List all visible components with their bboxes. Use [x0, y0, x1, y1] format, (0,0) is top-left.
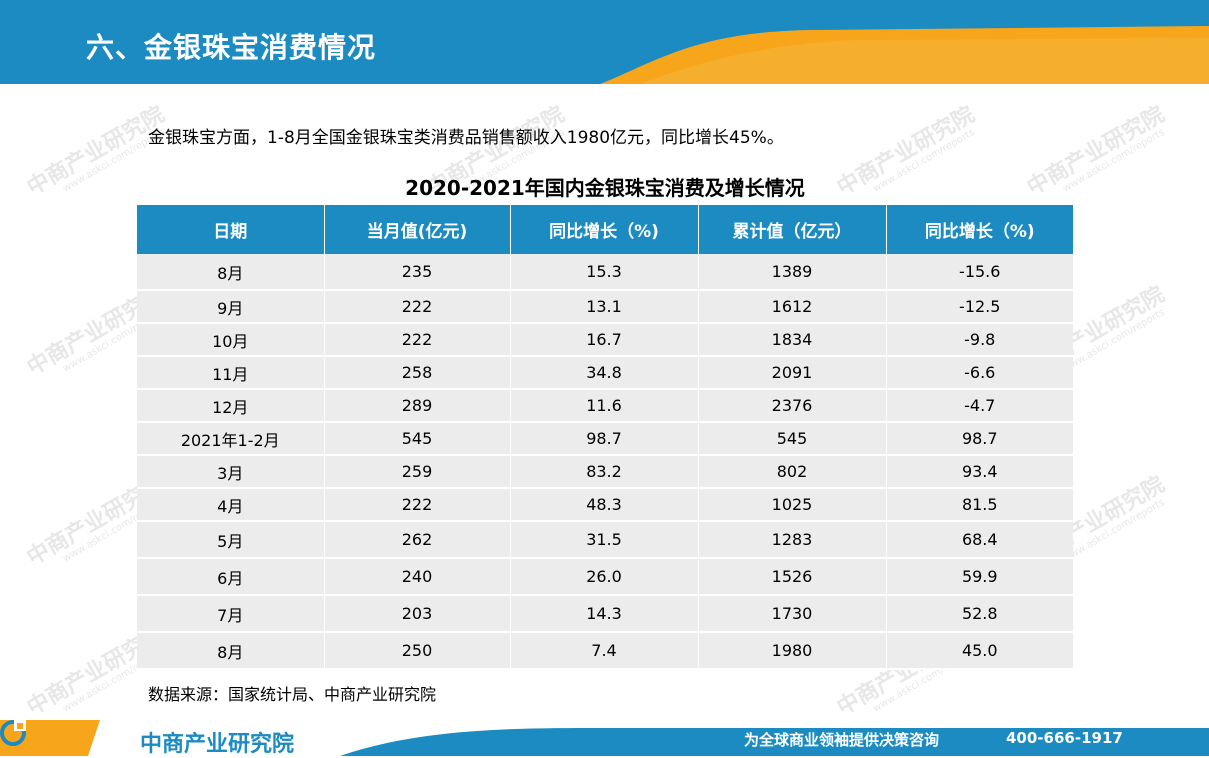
cell-cumulative-growth: 68.4	[886, 521, 1073, 559]
cell-cumulative-value: 1834	[698, 323, 887, 357]
cell-date: 12月	[137, 389, 325, 423]
data-source: 数据来源：国家统计局、中商产业研究院	[148, 685, 437, 704]
footer-phone: 400-666-1917	[1006, 729, 1123, 747]
cell-monthly-growth: 34.8	[510, 356, 699, 390]
cell-date: 5月	[137, 521, 325, 559]
table-header-row: 日期 当月值(亿元) 同比增长（%) 累计值（亿元） 同比增长（%)	[137, 205, 1073, 254]
table-row: 12月 289 11.6 2376 -4.7	[137, 389, 1073, 423]
cell-cumulative-value: 2091	[698, 356, 887, 390]
page-title: 六、金银珠宝消费情况	[86, 31, 377, 64]
table-title: 2020-2021年国内金银珠宝消费及增长情况	[405, 176, 805, 200]
cell-monthly-growth: 13.1	[510, 290, 699, 324]
cell-monthly-value: 222	[324, 488, 511, 522]
header-background	[0, 0, 1209, 84]
cell-date: 4月	[137, 488, 325, 522]
cell-monthly-value: 235	[324, 254, 511, 291]
cell-monthly-value: 240	[324, 558, 511, 596]
cell-date: 3月	[137, 455, 325, 489]
cell-cumulative-growth: 98.7	[886, 422, 1073, 456]
cell-monthly-growth: 98.7	[510, 422, 699, 456]
cell-cumulative-growth: 81.5	[886, 488, 1073, 522]
cell-date: 11月	[137, 356, 325, 390]
cell-cumulative-growth: 45.0	[886, 632, 1073, 670]
table-body: 8月 235 15.3 1389 -15.6 9月 222 13.1 1612 …	[137, 254, 1073, 670]
table-row: 10月 222 16.7 1834 -9.8	[137, 323, 1073, 357]
cell-monthly-growth: 7.4	[510, 632, 699, 670]
cell-cumulative-value: 1980	[698, 632, 887, 670]
header-cumulative-growth: 同比增长（%)	[886, 205, 1073, 254]
cell-cumulative-growth: -9.8	[886, 323, 1073, 357]
footer-bar: 中商产业研究院 为全球商业领袖提供决策咨询 400-666-1917	[0, 720, 1209, 757]
cell-date: 9月	[137, 290, 325, 324]
table-row: 4月 222 48.3 1025 81.5	[137, 488, 1073, 522]
cell-cumulative-value: 1389	[698, 254, 887, 291]
header-banner: 六、金银珠宝消费情况	[0, 0, 1209, 84]
footer-background	[0, 720, 1209, 756]
intro-text: 金银珠宝方面，1-8月全国金银珠宝类消费品销售额收入1980亿元，同比增长45%…	[148, 128, 784, 148]
table-row: 5月 262 31.5 1283 68.4	[137, 521, 1073, 559]
cell-cumulative-value: 1025	[698, 488, 887, 522]
cell-cumulative-value: 1612	[698, 290, 887, 324]
cell-monthly-growth: 16.7	[510, 323, 699, 357]
cell-date: 8月	[137, 254, 325, 291]
cell-monthly-value: 289	[324, 389, 511, 423]
cell-cumulative-growth: -12.5	[886, 290, 1073, 324]
cell-monthly-growth: 31.5	[510, 521, 699, 559]
data-table: 日期 当月值(亿元) 同比增长（%) 累计值（亿元） 同比增长（%) 8月 23…	[137, 205, 1073, 670]
cell-date: 6月	[137, 558, 325, 596]
cell-monthly-growth: 14.3	[510, 595, 699, 633]
cell-cumulative-value: 1730	[698, 595, 887, 633]
cell-date: 7月	[137, 595, 325, 633]
table-row: 11月 258 34.8 2091 -6.6	[137, 356, 1073, 390]
cell-monthly-value: 259	[324, 455, 511, 489]
cell-monthly-value: 545	[324, 422, 511, 456]
cell-monthly-growth: 26.0	[510, 558, 699, 596]
cell-cumulative-value: 802	[698, 455, 887, 489]
cell-monthly-value: 222	[324, 290, 511, 324]
footer-logo-text: 中商产业研究院	[140, 732, 295, 757]
header-date: 日期	[137, 205, 325, 254]
cell-cumulative-growth: -6.6	[886, 356, 1073, 390]
cell-monthly-growth: 48.3	[510, 488, 699, 522]
table-row: 2021年1-2月 545 98.7 545 98.7	[137, 422, 1073, 456]
cell-cumulative-value: 1283	[698, 521, 887, 559]
cell-cumulative-growth: 93.4	[886, 455, 1073, 489]
cell-monthly-value: 222	[324, 323, 511, 357]
cell-monthly-growth: 83.2	[510, 455, 699, 489]
table-row: 8月 235 15.3 1389 -15.6	[137, 254, 1073, 291]
cell-cumulative-growth: 52.8	[886, 595, 1073, 633]
table-row: 6月 240 26.0 1526 59.9	[137, 558, 1073, 596]
cell-date: 8月	[137, 632, 325, 670]
table-row: 7月 203 14.3 1730 52.8	[137, 595, 1073, 633]
cell-monthly-value: 258	[324, 356, 511, 390]
cell-monthly-value: 203	[324, 595, 511, 633]
cell-date: 2021年1-2月	[137, 422, 325, 456]
cell-cumulative-growth: -4.7	[886, 389, 1073, 423]
cell-cumulative-value: 2376	[698, 389, 887, 423]
header-monthly-growth: 同比增长（%)	[510, 205, 699, 254]
cell-cumulative-growth: -15.6	[886, 254, 1073, 291]
cell-cumulative-value: 1526	[698, 558, 887, 596]
header-cumulative-value: 累计值（亿元）	[698, 205, 887, 254]
cell-monthly-growth: 15.3	[510, 254, 699, 291]
table-row: 8月 250 7.4 1980 45.0	[137, 632, 1073, 670]
table-row: 3月 259 83.2 802 93.4	[137, 455, 1073, 489]
cell-monthly-growth: 11.6	[510, 389, 699, 423]
company-logo-icon	[0, 720, 26, 746]
cell-cumulative-growth: 59.9	[886, 558, 1073, 596]
footer-slogan: 为全球商业领袖提供决策咨询	[744, 731, 940, 749]
cell-date: 10月	[137, 323, 325, 357]
table-row: 9月 222 13.1 1612 -12.5	[137, 290, 1073, 324]
cell-monthly-value: 250	[324, 632, 511, 670]
header-monthly-value: 当月值(亿元)	[324, 205, 511, 254]
cell-monthly-value: 262	[324, 521, 511, 559]
cell-cumulative-value: 545	[698, 422, 887, 456]
